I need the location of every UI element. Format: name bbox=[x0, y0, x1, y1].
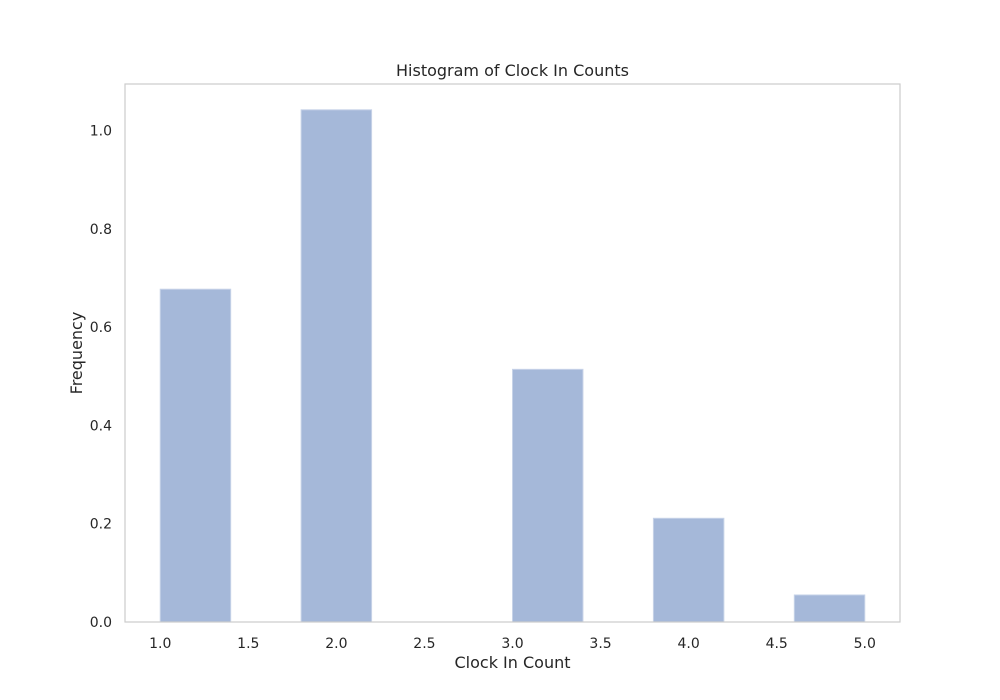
y-tick-label: 0.6 bbox=[90, 320, 112, 336]
x-tick-label: 3.5 bbox=[589, 636, 611, 652]
y-tick-label: 0.0 bbox=[90, 615, 112, 631]
x-tick-label: 1.5 bbox=[237, 636, 259, 652]
histogram-bar-7 bbox=[652, 517, 725, 623]
x-tick-label: 3.0 bbox=[501, 636, 523, 652]
histogram-bar-2 bbox=[300, 109, 373, 623]
x-tick-label: 5.0 bbox=[854, 636, 876, 652]
x-tick-label: 1.0 bbox=[149, 636, 171, 652]
y-tick-label: 0.4 bbox=[90, 418, 112, 434]
y-axis-ticks: 0.0 0.2 0.4 0.6 0.8 1.0 bbox=[90, 123, 112, 631]
plot-frame bbox=[124, 83, 901, 623]
x-tick-label: 2.5 bbox=[413, 636, 435, 652]
x-tick-label: 2.0 bbox=[325, 636, 347, 652]
y-tick-label: 0.2 bbox=[90, 517, 112, 533]
x-axis-ticks: 1.0 1.5 2.0 2.5 3.0 3.5 4.0 4.5 5.0 bbox=[149, 636, 876, 652]
x-axis-label: Clock In Count bbox=[454, 653, 570, 672]
y-tick-label: 1.0 bbox=[90, 123, 112, 139]
x-tick-label: 4.0 bbox=[678, 636, 700, 652]
bars-group bbox=[159, 109, 866, 623]
x-tick-label: 4.5 bbox=[766, 636, 788, 652]
histogram-bar-9 bbox=[793, 594, 866, 623]
histogram-bar-5 bbox=[512, 368, 584, 623]
y-tick-label: 0.8 bbox=[90, 222, 112, 238]
chart-title: Histogram of Clock In Counts bbox=[396, 61, 629, 80]
histogram-bar-0 bbox=[159, 288, 232, 623]
y-axis-label: Frequency bbox=[67, 312, 86, 395]
